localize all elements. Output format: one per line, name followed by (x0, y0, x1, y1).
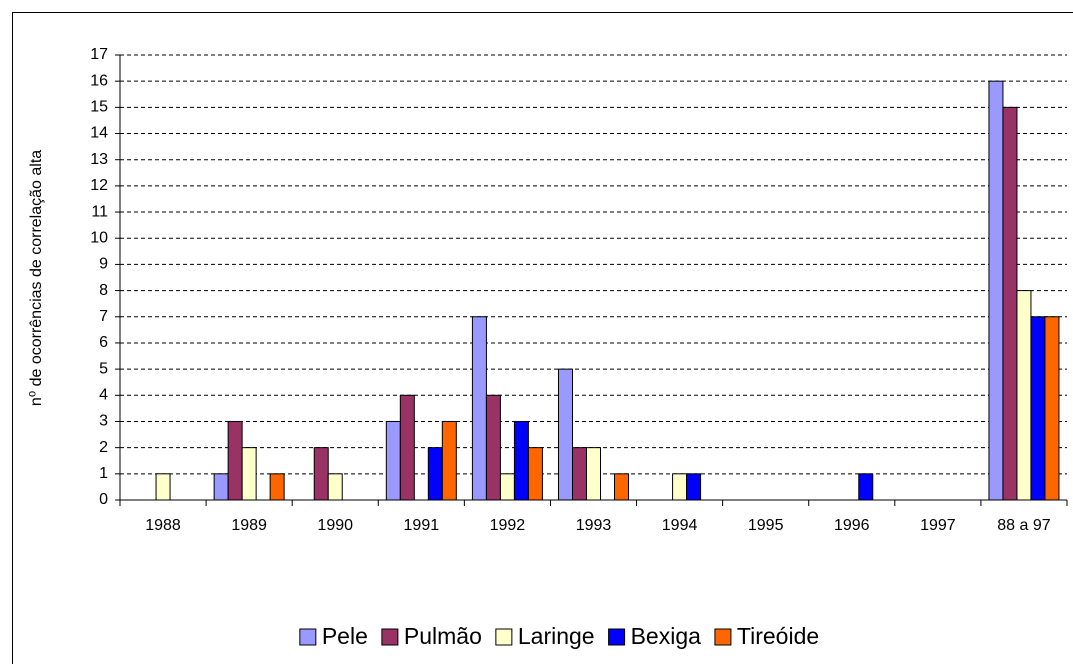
legend-label: Bexiga (631, 623, 702, 649)
bar (155, 473, 171, 501)
y-tick-label: 3 (99, 413, 108, 430)
bar (441, 420, 457, 501)
bar (327, 473, 343, 501)
y-tick-label: 2 (99, 439, 108, 456)
legend-label: Tireóide (737, 623, 819, 649)
bar (1044, 316, 1060, 501)
legend-swatch (381, 628, 399, 646)
bar (471, 316, 487, 501)
legend-label: Pele (322, 623, 368, 649)
y-tick-label: 14 (90, 125, 108, 142)
y-tick-label: 6 (99, 334, 108, 351)
y-tick-label: 1 (99, 465, 108, 482)
y-tick-label: 16 (90, 72, 108, 89)
bar (485, 394, 501, 501)
legend-swatch (608, 628, 626, 646)
x-tick-label: 1997 (920, 517, 956, 534)
x-tick-label: 1991 (404, 517, 440, 534)
bar (672, 473, 688, 501)
y-tick-label: 13 (90, 151, 108, 168)
y-tick-label: 0 (99, 491, 108, 508)
bar (499, 473, 515, 501)
legend-label: Pulmão (404, 623, 482, 649)
x-tick-label: 1994 (662, 517, 698, 534)
y-tick-label: 8 (99, 282, 108, 299)
bar (427, 447, 443, 501)
y-axis-label: n⁰ de ocorrências de correlação alta (28, 150, 45, 406)
bar (572, 447, 587, 501)
y-tick-label: 11 (91, 203, 108, 220)
x-tick-label: 1990 (317, 517, 353, 534)
legend-swatch (495, 628, 513, 646)
x-tick-label: 1988 (145, 517, 181, 534)
legend-swatch (299, 628, 317, 646)
bar (527, 447, 543, 501)
x-tick-label: 1992 (490, 517, 526, 534)
bar (558, 368, 573, 501)
bar (686, 473, 702, 501)
y-tick-label: 15 (90, 99, 108, 116)
chart-frame (12, 12, 1073, 664)
bar (399, 394, 415, 501)
bar (385, 420, 401, 501)
bar (614, 473, 629, 501)
x-tick-label: 1989 (231, 517, 267, 534)
y-tick-label: 5 (99, 360, 108, 377)
bar (313, 447, 329, 501)
legend-swatch (714, 628, 732, 646)
bar (213, 473, 229, 501)
legend-label: Laringe (518, 623, 595, 649)
bar (227, 420, 243, 501)
bar (1002, 106, 1018, 501)
y-tick-label: 4 (99, 387, 108, 404)
bar (1030, 316, 1046, 501)
bar (1016, 290, 1032, 501)
y-tick-label: 17 (90, 46, 108, 63)
bar (513, 420, 529, 501)
y-tick-label: 10 (90, 229, 108, 246)
x-tick-label: 88 a 97 (997, 517, 1050, 534)
x-tick-label: 1993 (576, 517, 612, 534)
y-tick-label: 12 (90, 177, 108, 194)
x-tick-label: 1996 (834, 517, 870, 534)
bar (241, 447, 257, 501)
bar (586, 447, 601, 501)
bar (988, 80, 1004, 501)
bar (858, 473, 874, 501)
y-tick-label: 7 (99, 308, 108, 325)
y-tick-label: 9 (99, 256, 108, 273)
x-tick-label: 1995 (748, 517, 784, 534)
bar (269, 473, 285, 501)
